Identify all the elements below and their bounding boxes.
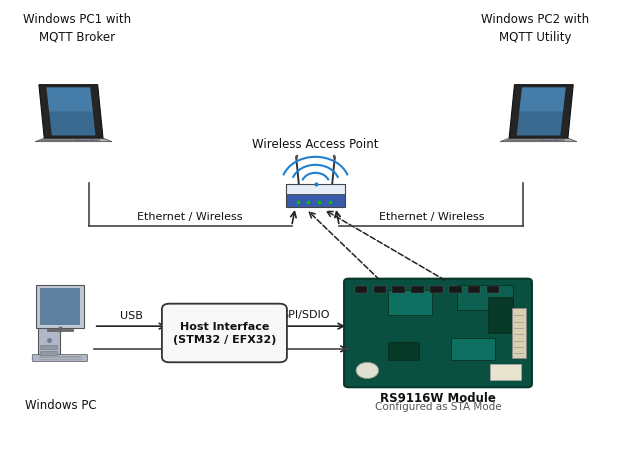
Polygon shape	[35, 138, 112, 142]
FancyBboxPatch shape	[40, 345, 57, 349]
FancyBboxPatch shape	[286, 194, 345, 207]
FancyBboxPatch shape	[411, 287, 424, 293]
Text: Windows PC2 with
MQTT Utility: Windows PC2 with MQTT Utility	[481, 13, 589, 44]
FancyBboxPatch shape	[344, 279, 532, 387]
FancyBboxPatch shape	[392, 287, 405, 293]
Text: Ethernet / Wireless: Ethernet / Wireless	[137, 212, 242, 222]
FancyBboxPatch shape	[387, 290, 432, 315]
Text: (STM32 / EFX32): (STM32 / EFX32)	[173, 335, 276, 345]
Text: Ethernet / Wireless: Ethernet / Wireless	[379, 212, 485, 222]
Polygon shape	[76, 138, 92, 140]
Polygon shape	[541, 138, 557, 140]
Text: Windows PC1 with
MQTT Broker: Windows PC1 with MQTT Broker	[23, 13, 131, 44]
Polygon shape	[500, 138, 577, 142]
Polygon shape	[39, 85, 103, 138]
Text: RS9116W Module: RS9116W Module	[380, 392, 496, 405]
FancyBboxPatch shape	[36, 285, 84, 328]
FancyBboxPatch shape	[430, 287, 443, 293]
Polygon shape	[47, 87, 95, 135]
Text: Configured as STA Mode: Configured as STA Mode	[375, 403, 501, 413]
FancyBboxPatch shape	[451, 338, 495, 360]
FancyBboxPatch shape	[38, 305, 60, 359]
FancyBboxPatch shape	[468, 287, 480, 293]
FancyBboxPatch shape	[488, 297, 514, 333]
Polygon shape	[517, 87, 565, 135]
Polygon shape	[47, 87, 93, 112]
FancyBboxPatch shape	[286, 184, 345, 194]
Text: Wireless Access Point: Wireless Access Point	[252, 138, 379, 151]
FancyBboxPatch shape	[457, 285, 514, 310]
Circle shape	[356, 362, 379, 378]
FancyBboxPatch shape	[487, 287, 499, 293]
FancyBboxPatch shape	[387, 342, 419, 360]
Text: POWER: POWER	[198, 335, 244, 345]
FancyBboxPatch shape	[32, 355, 88, 361]
FancyBboxPatch shape	[449, 287, 461, 293]
FancyBboxPatch shape	[490, 364, 521, 379]
Text: SPI/SDIO: SPI/SDIO	[281, 310, 330, 320]
FancyBboxPatch shape	[40, 351, 57, 355]
FancyBboxPatch shape	[512, 308, 526, 358]
FancyBboxPatch shape	[374, 287, 386, 293]
FancyBboxPatch shape	[40, 288, 80, 324]
FancyBboxPatch shape	[162, 303, 287, 362]
Polygon shape	[519, 87, 565, 112]
FancyBboxPatch shape	[355, 287, 367, 293]
Polygon shape	[509, 85, 573, 138]
Text: Windows PC: Windows PC	[25, 399, 97, 412]
Text: USB: USB	[120, 311, 143, 321]
Text: Host Interface: Host Interface	[180, 322, 269, 332]
